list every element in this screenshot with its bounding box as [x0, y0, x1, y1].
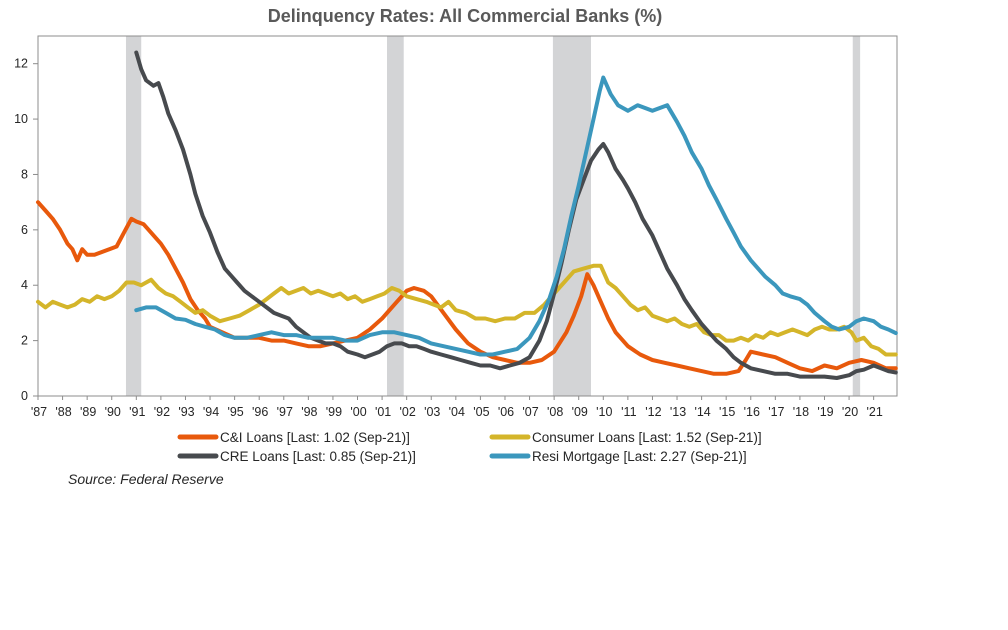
series-line-1 [36, 263, 898, 357]
x-tick-label: '02 [400, 405, 416, 419]
y-tick-label: 6 [21, 223, 28, 237]
x-tick-label: '97 [277, 405, 293, 419]
x-tick-label: '04 [449, 405, 465, 419]
legend: C&I Loans [Last: 1.02 (Sep-21)] Consumer … [177, 430, 762, 464]
x-tick-label: '13 [670, 405, 686, 419]
series-lines [36, 50, 898, 380]
x-tick-label: '14 [694, 405, 710, 419]
x-tick-label: '11 [621, 405, 636, 419]
x-tick-label: '90 [105, 405, 121, 419]
series-line-3 [134, 75, 898, 357]
x-tick-label: '94 [203, 405, 219, 419]
x-tick-label: '12 [645, 405, 661, 419]
legend-label-1: Consumer Loans [Last: 1.52 (Sep-21)] [532, 430, 762, 445]
x-tick-label: '06 [498, 405, 514, 419]
plot-area [37, 35, 898, 397]
y-tick-label: 2 [21, 334, 28, 348]
x-tick-label: '03 [424, 405, 440, 419]
x-tick-label: '19 [817, 405, 833, 419]
y-tick-label: 4 [21, 278, 28, 292]
x-tick-label: '18 [793, 405, 809, 419]
y-tick-label: 12 [14, 57, 28, 71]
legend-label-0: C&I Loans [Last: 1.02 (Sep-21)] [220, 430, 410, 445]
x-tick-label: '93 [178, 405, 194, 419]
recession-band-3 [852, 36, 861, 396]
x-tick-label: '96 [252, 405, 268, 419]
y-tick-label: 10 [14, 112, 28, 126]
x-tick-label: '01 [375, 405, 391, 419]
y-tick-label: 0 [21, 389, 28, 403]
x-tick-label: '91 [129, 405, 145, 419]
x-tick-label: '00 [350, 405, 366, 419]
x-tick-label: '08 [547, 405, 563, 419]
x-tick-label: '87 [31, 405, 47, 419]
series-line-2 [134, 50, 898, 380]
source-note: Source: Federal Reserve [68, 471, 224, 487]
x-tick-label: '07 [522, 405, 538, 419]
legend-label-2: CRE Loans [Last: 0.85 (Sep-21)] [220, 449, 416, 464]
x-tick-label: '17 [768, 405, 784, 419]
x-tick-label: '95 [227, 405, 243, 419]
x-tick-label: '88 [55, 405, 71, 419]
y-tick-label: 8 [21, 167, 28, 181]
x-tick-label: '16 [744, 405, 760, 419]
legend-label-3: Resi Mortgage [Last: 2.27 (Sep-21)] [532, 449, 747, 464]
recession-bands [125, 36, 861, 396]
x-tick-label: '09 [572, 405, 588, 419]
x-tick-label: '99 [326, 405, 342, 419]
x-tick-label: '05 [473, 405, 489, 419]
y-axis: 0 2 4 6 8 10 12 [14, 57, 38, 403]
x-tick-label: '20 [842, 405, 858, 419]
series-line-0 [36, 200, 898, 376]
x-tick-label: '15 [719, 405, 735, 419]
recession-band-0 [125, 36, 142, 396]
x-tick-label: '98 [301, 405, 317, 419]
x-tick-label: '92 [154, 405, 170, 419]
chart-title: Delinquency Rates: All Commercial Banks … [268, 6, 662, 26]
x-tick-label: '89 [80, 405, 96, 419]
x-tick-label: '21 [867, 405, 883, 419]
x-axis: '87 '88 '89 '90 '91 '92 '93 '94 '95 '96 '97 '98 '99 '… [31, 396, 883, 419]
x-tick-label: '10 [596, 405, 612, 419]
